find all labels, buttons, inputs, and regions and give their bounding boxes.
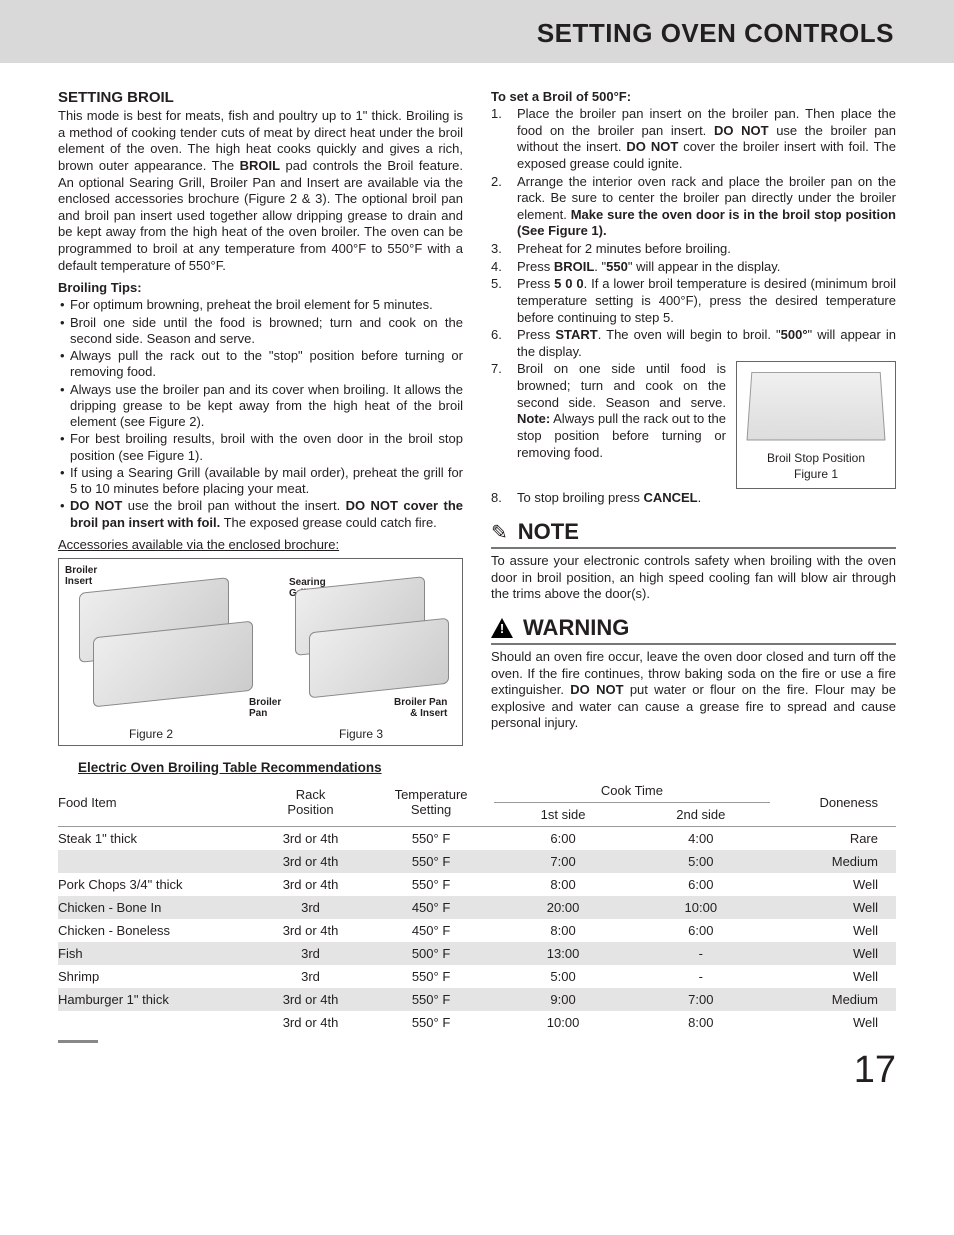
step-item: Broil on one side until food is browned;… bbox=[491, 361, 896, 489]
broiling-tips-heading: Broiling Tips: bbox=[58, 280, 463, 295]
th-temp: TemperatureSetting bbox=[368, 779, 494, 827]
th-side2: 2nd side bbox=[632, 802, 770, 826]
figure2-caption: Figure 2 bbox=[129, 727, 173, 741]
warning-icon bbox=[491, 618, 513, 638]
note-title: NOTE bbox=[518, 519, 579, 545]
table-row: Hamburger 1" thick3rd or 4th550° F9:007:… bbox=[58, 988, 896, 1011]
figure3-caption: Figure 3 bbox=[339, 727, 383, 741]
note-header: ✎ NOTE bbox=[491, 519, 896, 549]
label-broiler-pan-insert: Broiler Pan& Insert bbox=[394, 697, 447, 719]
th-doneness: Doneness bbox=[770, 779, 896, 827]
th-side1: 1st side bbox=[494, 802, 632, 826]
step-item: To stop broiling press CANCEL. bbox=[491, 490, 896, 507]
step-item: Press 5 0 0. If a lower broil temperatur… bbox=[491, 276, 896, 326]
broiling-table: Food Item RackPosition TemperatureSettin… bbox=[58, 779, 896, 1034]
th-rack: RackPosition bbox=[253, 779, 368, 827]
table-row: Fish3rd500° F13:00-Well bbox=[58, 942, 896, 965]
label-broiler-insert: BroilerInsert bbox=[65, 565, 97, 587]
right-column: To set a Broil of 500°F: Place the broil… bbox=[491, 89, 896, 754]
table-row: Shrimp3rd550° F5:00-Well bbox=[58, 965, 896, 988]
setting-broil-intro: This mode is best for meats, fish and po… bbox=[58, 108, 463, 274]
table-row: Chicken - Bone In3rd450° F20:0010:00Well bbox=[58, 896, 896, 919]
step-item: Place the broiler pan insert on the broi… bbox=[491, 106, 896, 173]
tip-item: Always use the broiler pan and its cover… bbox=[58, 382, 463, 431]
table-row: 3rd or 4th550° F7:005:00Medium bbox=[58, 850, 896, 873]
th-cooktime: Cook Time bbox=[494, 779, 770, 803]
setting-broil-heading: SETTING BROIL bbox=[58, 89, 463, 106]
broiling-table-body: Steak 1" thick3rd or 4th550° F6:004:00Ra… bbox=[58, 826, 896, 1034]
table-row: Chicken - Boneless3rd or 4th450° F8:006:… bbox=[58, 919, 896, 942]
broiling-table-title: Electric Oven Broiling Table Recommendat… bbox=[78, 760, 896, 775]
table-row: Pork Chops 3/4" thick3rd or 4th550° F8:0… bbox=[58, 873, 896, 896]
two-column-content: SETTING BROIL This mode is best for meat… bbox=[0, 63, 954, 754]
page-title: SETTING OVEN CONTROLS bbox=[537, 18, 894, 48]
figure1-shape bbox=[746, 372, 885, 441]
tip-item: Always pull the rack out to the "stop" p… bbox=[58, 348, 463, 381]
figure3-shape-pan bbox=[309, 617, 449, 698]
tip-item: If using a Searing Grill (available by m… bbox=[58, 465, 463, 498]
th-food: Food Item bbox=[58, 779, 253, 827]
step-item: Press START. The oven will begin to broi… bbox=[491, 327, 896, 360]
broiling-table-section: Electric Oven Broiling Table Recommendat… bbox=[0, 760, 954, 1034]
figure1-caption-line2: Figure 1 bbox=[794, 467, 838, 481]
step-item: Press BROIL. "550" will appear in the di… bbox=[491, 259, 896, 276]
page-header: SETTING OVEN CONTROLS bbox=[0, 0, 954, 63]
table-row: Steak 1" thick3rd or 4th550° F6:004:00Ra… bbox=[58, 826, 896, 850]
tip-item: For optimum browning, preheat the broil … bbox=[58, 297, 463, 313]
warning-header: WARNING bbox=[491, 615, 896, 645]
warning-body: Should an oven fire occur, leave the ove… bbox=[491, 649, 896, 732]
tip-item: DO NOT use the broil pan without the ins… bbox=[58, 498, 463, 531]
figure1-box: Broil Stop Position Figure 1 bbox=[736, 361, 896, 489]
step-item: Preheat for 2 minutes before broiling. bbox=[491, 241, 896, 258]
accessories-line: Accessories available via the enclosed b… bbox=[58, 537, 463, 552]
note-body: To assure your electronic controls safet… bbox=[491, 553, 896, 603]
accessories-figure-box: BroilerInsert SearingGrill BroilerPan Br… bbox=[58, 558, 463, 746]
step-item: Arrange the interior oven rack and place… bbox=[491, 174, 896, 241]
table-row: 3rd or 4th550° F10:008:00Well bbox=[58, 1011, 896, 1034]
page-number: 17 bbox=[0, 1043, 954, 1110]
figure1-caption-line1: Broil Stop Position bbox=[767, 451, 865, 465]
broiling-tips-list: For optimum browning, preheat the broil … bbox=[58, 297, 463, 531]
left-column: SETTING BROIL This mode is best for meat… bbox=[58, 89, 463, 754]
step7-text: Broil on one side until food is browned;… bbox=[517, 361, 726, 461]
tip-item: For best broiling results, broil with th… bbox=[58, 431, 463, 464]
note-icon: ✎ bbox=[491, 520, 508, 545]
warning-title: WARNING bbox=[523, 615, 629, 641]
label-broiler-pan: BroilerPan bbox=[249, 697, 281, 719]
broil-steps-list: Place the broiler pan insert on the broi… bbox=[491, 106, 896, 507]
to-set-broil-heading: To set a Broil of 500°F: bbox=[491, 89, 896, 104]
tip-item: Broil one side until the food is browned… bbox=[58, 315, 463, 348]
figure1-caption: Broil Stop Position Figure 1 bbox=[737, 451, 895, 482]
